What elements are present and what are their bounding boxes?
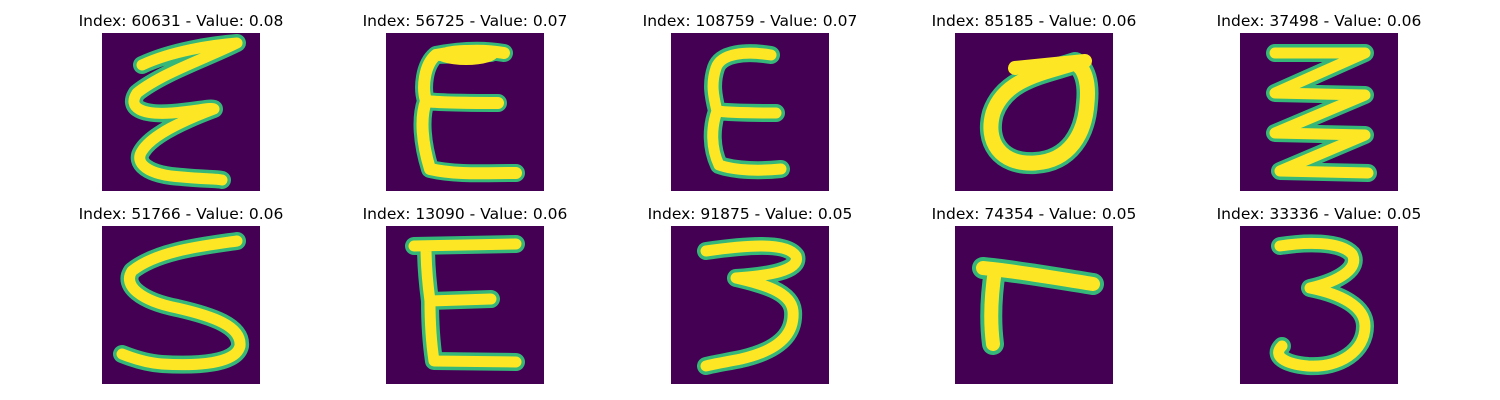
glyph-E bbox=[405, 235, 525, 371]
glyph-5 bbox=[113, 232, 249, 374]
panel-5: Index: 37498 - Value: 0.06 bbox=[1189, 11, 1449, 191]
digit-image bbox=[386, 226, 544, 384]
digit-image bbox=[671, 33, 829, 191]
glyph-3 bbox=[1269, 234, 1374, 376]
glyph-E bbox=[703, 44, 790, 180]
panel-title: Index: 13090 - Value: 0.06 bbox=[362, 205, 568, 223]
panel-6: Index: 51766 - Value: 0.06 bbox=[51, 204, 311, 384]
panel-title: Index: 91875 - Value: 0.05 bbox=[647, 205, 853, 223]
digit-image bbox=[671, 226, 829, 384]
glyph-0 bbox=[979, 52, 1099, 175]
glyph-zigzag bbox=[1266, 44, 1377, 182]
panel-4: Index: 85185 - Value: 0.06 bbox=[904, 11, 1164, 191]
panel-1: Index: 60631 - Value: 0.08 bbox=[51, 11, 311, 191]
panel-3: Index: 108759 - Value: 0.07 bbox=[620, 11, 880, 191]
panel-title: Index: 51766 - Value: 0.06 bbox=[78, 205, 284, 223]
glyph-E bbox=[413, 41, 525, 183]
panel-7: Index: 13090 - Value: 0.06 bbox=[335, 204, 595, 384]
digit-image bbox=[1240, 33, 1398, 191]
panel-title: Index: 33336 - Value: 0.05 bbox=[1216, 205, 1422, 223]
digit-image bbox=[102, 226, 260, 384]
panel-title: Index: 37498 - Value: 0.06 bbox=[1216, 12, 1422, 30]
panel-10: Index: 33336 - Value: 0.05 bbox=[1189, 204, 1449, 384]
panel-title: Index: 74354 - Value: 0.05 bbox=[931, 205, 1137, 223]
panel-8: Index: 91875 - Value: 0.05 bbox=[620, 204, 880, 384]
digit-image bbox=[386, 33, 544, 191]
digit-image bbox=[102, 33, 260, 191]
digit-image bbox=[955, 226, 1113, 384]
digit-image bbox=[955, 33, 1113, 191]
panel-9: Index: 74354 - Value: 0.05 bbox=[904, 204, 1164, 384]
panel-title: Index: 60631 - Value: 0.08 bbox=[78, 12, 284, 30]
panel-title: Index: 85185 - Value: 0.06 bbox=[931, 12, 1137, 30]
glyph-3 bbox=[697, 237, 806, 375]
glyph-reversed-3-scribble bbox=[125, 34, 246, 189]
digit-image bbox=[1240, 226, 1398, 384]
panel-2: Index: 56725 - Value: 0.07 bbox=[335, 11, 595, 191]
panel-title: Index: 56725 - Value: 0.07 bbox=[362, 12, 568, 30]
glyph-7 bbox=[972, 257, 1104, 355]
panel-title: Index: 108759 - Value: 0.07 bbox=[642, 12, 858, 30]
